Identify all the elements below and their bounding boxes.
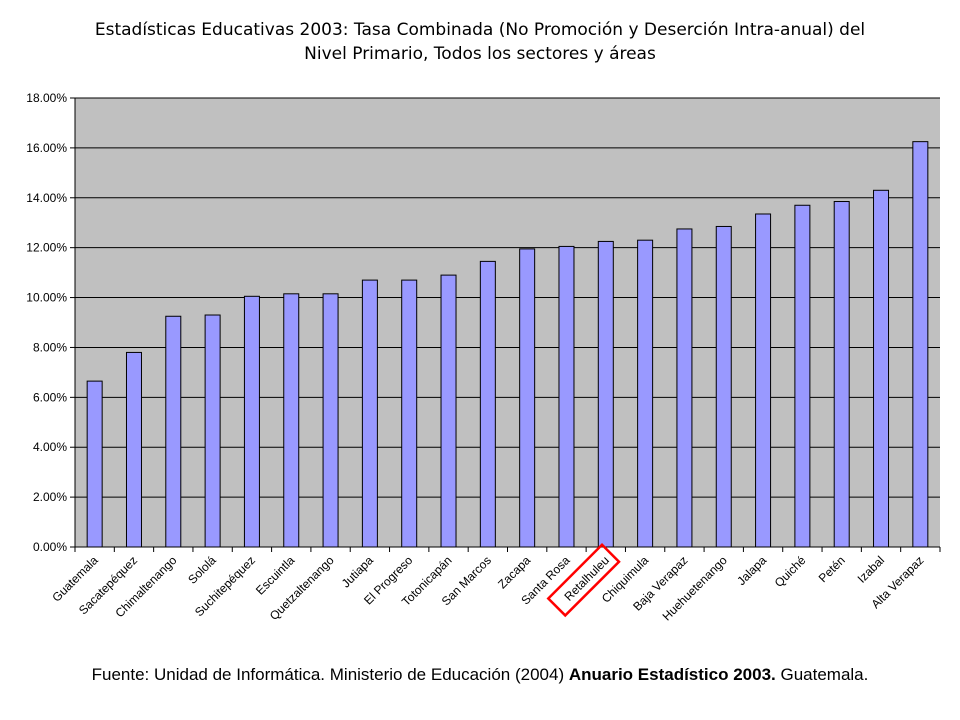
- y-tick-label: 16.00%: [26, 141, 67, 155]
- bar: [873, 189, 890, 548]
- bar: [676, 228, 693, 548]
- bar: [401, 279, 418, 548]
- highlight-box: [546, 542, 621, 618]
- bar: [361, 279, 378, 548]
- y-tick-label: 6.00%: [33, 390, 67, 404]
- bar: [86, 380, 103, 548]
- bar: [833, 201, 850, 548]
- bar: [715, 225, 732, 548]
- y-axis-ticks: 0.00% 2.00% 4.00% 6.00% 8.00% 10.00% 12.00% 14.…: [26, 91, 75, 554]
- chart-title-line-1: Estadísticas Educativas 2003: Tasa Combi…: [94, 20, 866, 40]
- x-tick-label: Jutiapa: [339, 553, 376, 590]
- bar: [125, 351, 142, 548]
- bar: [558, 245, 575, 548]
- bars: [86, 141, 929, 548]
- y-tick-label: 8.00%: [33, 340, 67, 354]
- x-tick-label: Petén: [816, 553, 848, 585]
- x-tick-label: Zacapa: [495, 553, 533, 591]
- y-tick-label: 0.00%: [33, 540, 67, 554]
- bar: [165, 315, 182, 548]
- y-tick-label: 10.00%: [26, 291, 67, 305]
- x-tick-label: Quiché: [772, 553, 809, 590]
- y-tick-label: 4.00%: [33, 440, 67, 454]
- bar: [283, 293, 300, 548]
- bar: [755, 213, 772, 548]
- y-tick-label: 14.00%: [26, 191, 67, 205]
- bar: [243, 295, 260, 548]
- x-tick-label: Sololá: [185, 553, 219, 587]
- bar: [637, 239, 654, 548]
- chart-title: Estadísticas Educativas 2003: Tasa Combi…: [60, 18, 900, 66]
- source-title: Anuario Estadístico 2003.: [568, 665, 776, 684]
- bar: [322, 293, 339, 548]
- highlight-layer: [546, 542, 621, 618]
- x-tick-label: Izabal: [855, 553, 888, 586]
- source-text: Fuente: Unidad de Informática. Ministeri…: [91, 665, 569, 684]
- x-tick-label: Jalapa: [734, 553, 769, 588]
- bar: [912, 141, 929, 548]
- y-tick-label: 2.00%: [33, 490, 67, 504]
- bar: [794, 204, 811, 548]
- y-tick-label: 18.00%: [26, 91, 67, 105]
- chart-title-line-2: Nivel Primario, Todos los sectores y áre…: [304, 44, 656, 64]
- source-note: Fuente: Unidad de Informática. Ministeri…: [0, 665, 960, 685]
- bar: [597, 240, 614, 548]
- bar: [204, 314, 221, 548]
- y-tick-label: 12.00%: [26, 241, 67, 255]
- source-end: Guatemala.: [775, 665, 869, 684]
- axes: [74, 98, 941, 552]
- bar: [519, 248, 536, 548]
- bar: [440, 274, 457, 548]
- bar: [479, 260, 496, 548]
